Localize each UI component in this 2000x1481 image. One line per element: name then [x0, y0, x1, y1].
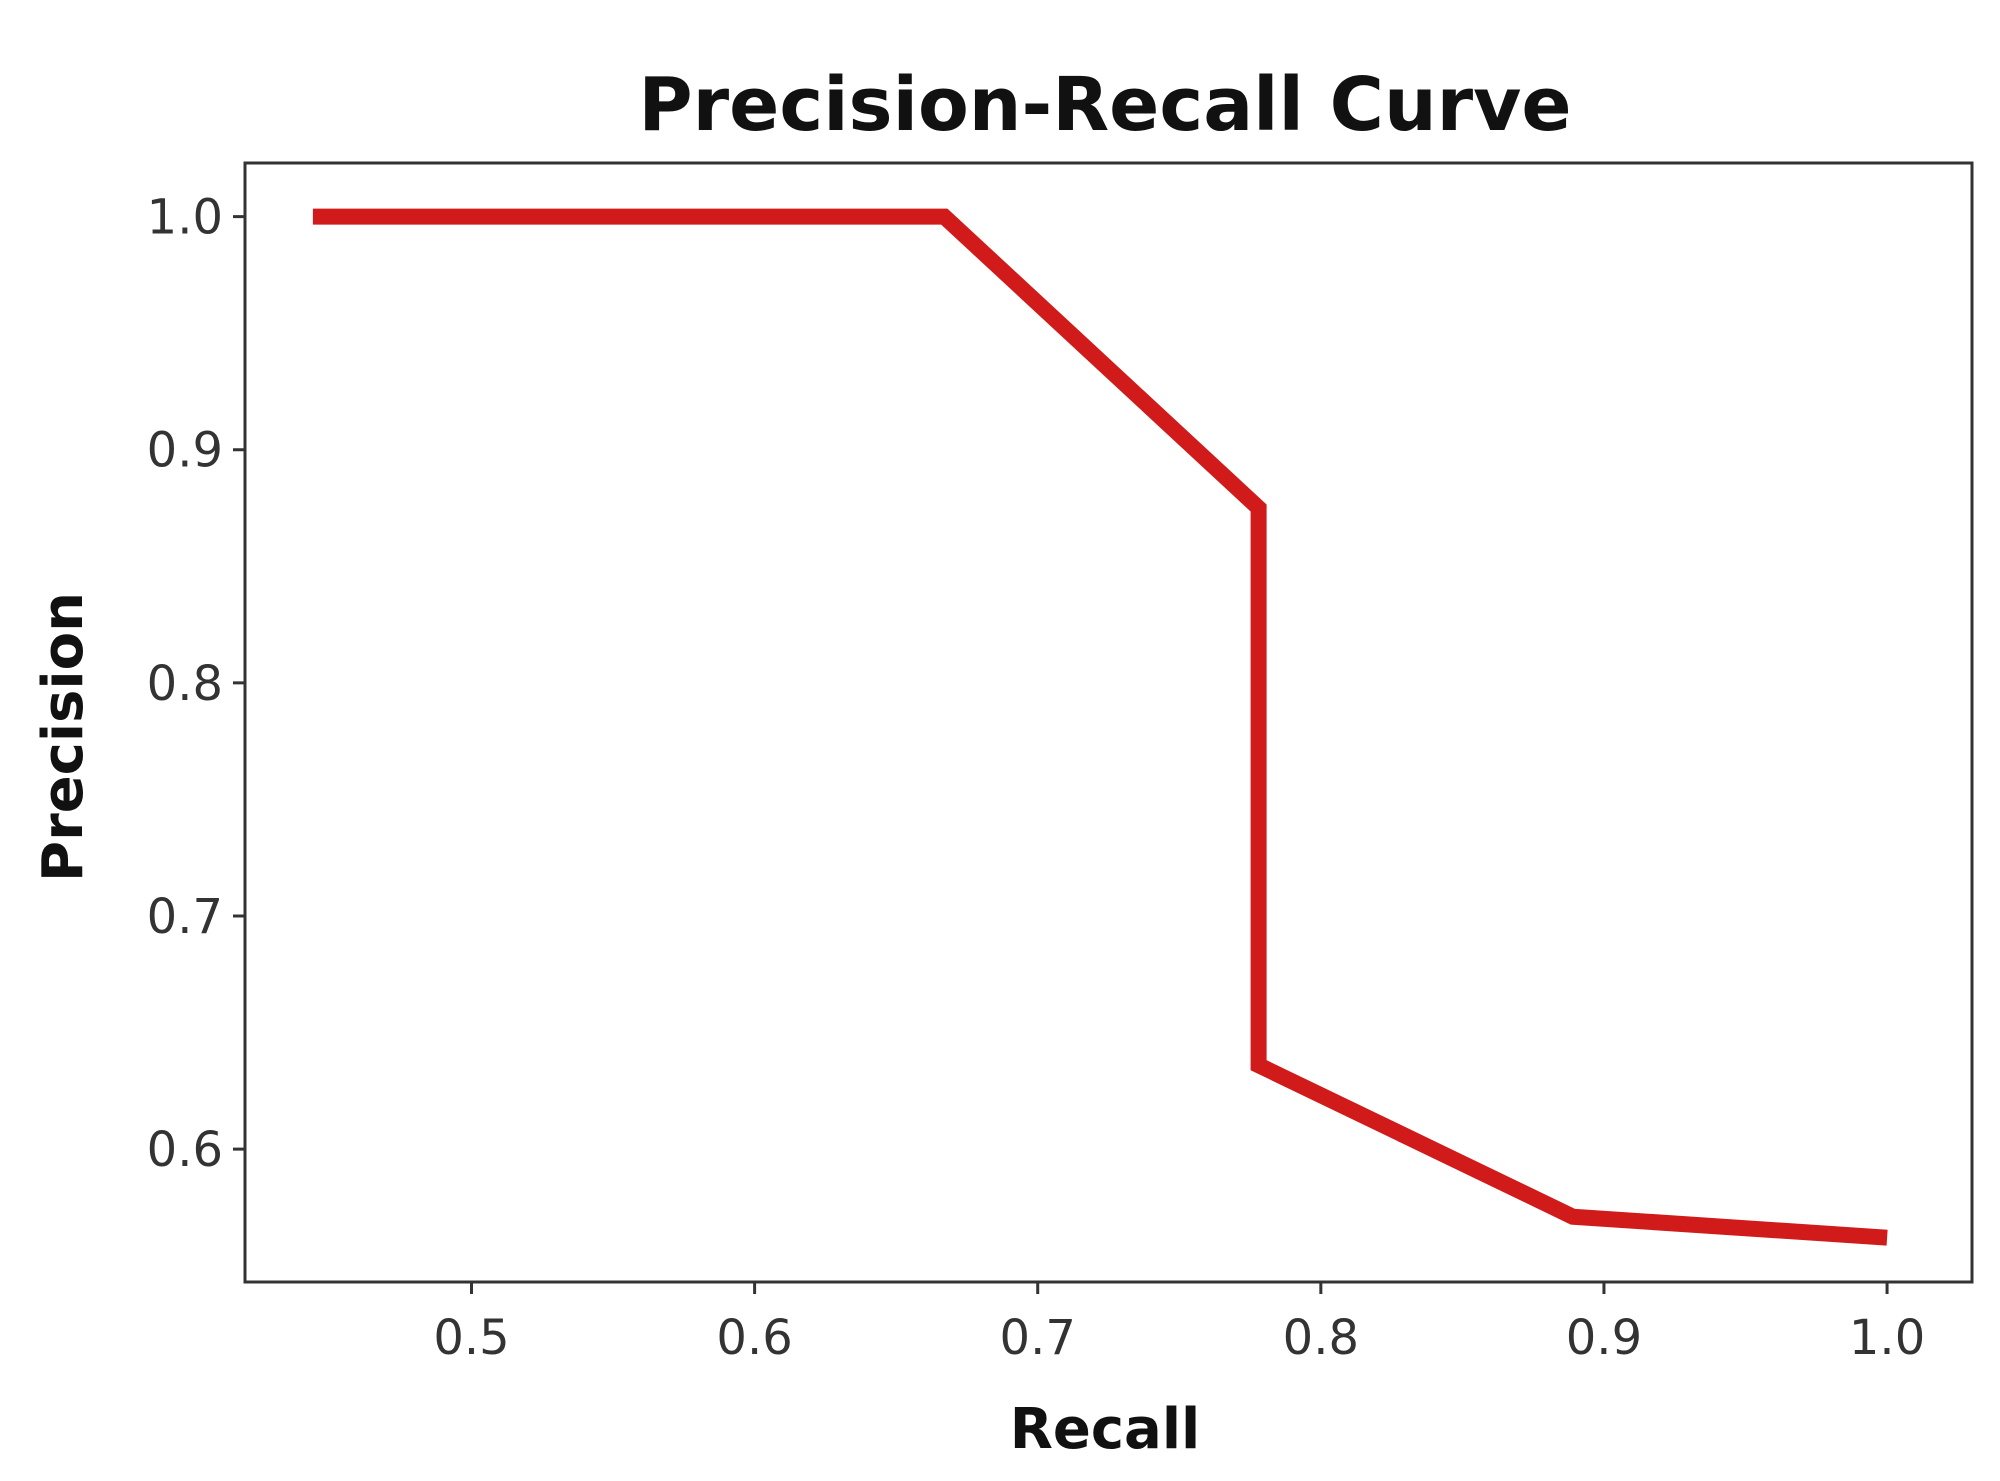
x-tick-label: 0.9	[1566, 1310, 1642, 1366]
y-axis: 0.6 0.7 0.8 0.9 1.0	[147, 190, 245, 1178]
x-tick-label: 0.7	[1000, 1310, 1076, 1366]
chart-title: Precision-Recall Curve	[638, 62, 1571, 148]
x-tick-label: 0.8	[1283, 1310, 1359, 1366]
x-tick-label: 1.0	[1849, 1310, 1925, 1366]
precision-recall-line	[312, 208, 1888, 1246]
x-axis: 0.5 0.6 0.7 0.8 0.9 1.0	[433, 1282, 1925, 1366]
x-tick-label: 0.5	[433, 1310, 509, 1366]
y-axis-label: Precision	[31, 592, 96, 882]
y-tick-label: 0.8	[147, 656, 223, 712]
y-tick-label: 1.0	[147, 190, 223, 246]
x-axis-label: Recall	[1010, 1397, 1200, 1462]
y-tick-label: 0.6	[147, 1122, 223, 1178]
y-tick-label: 0.7	[147, 889, 223, 945]
x-tick-label: 0.6	[716, 1310, 792, 1366]
plot-frame	[243, 161, 1974, 1284]
y-tick-label: 0.9	[147, 423, 223, 479]
